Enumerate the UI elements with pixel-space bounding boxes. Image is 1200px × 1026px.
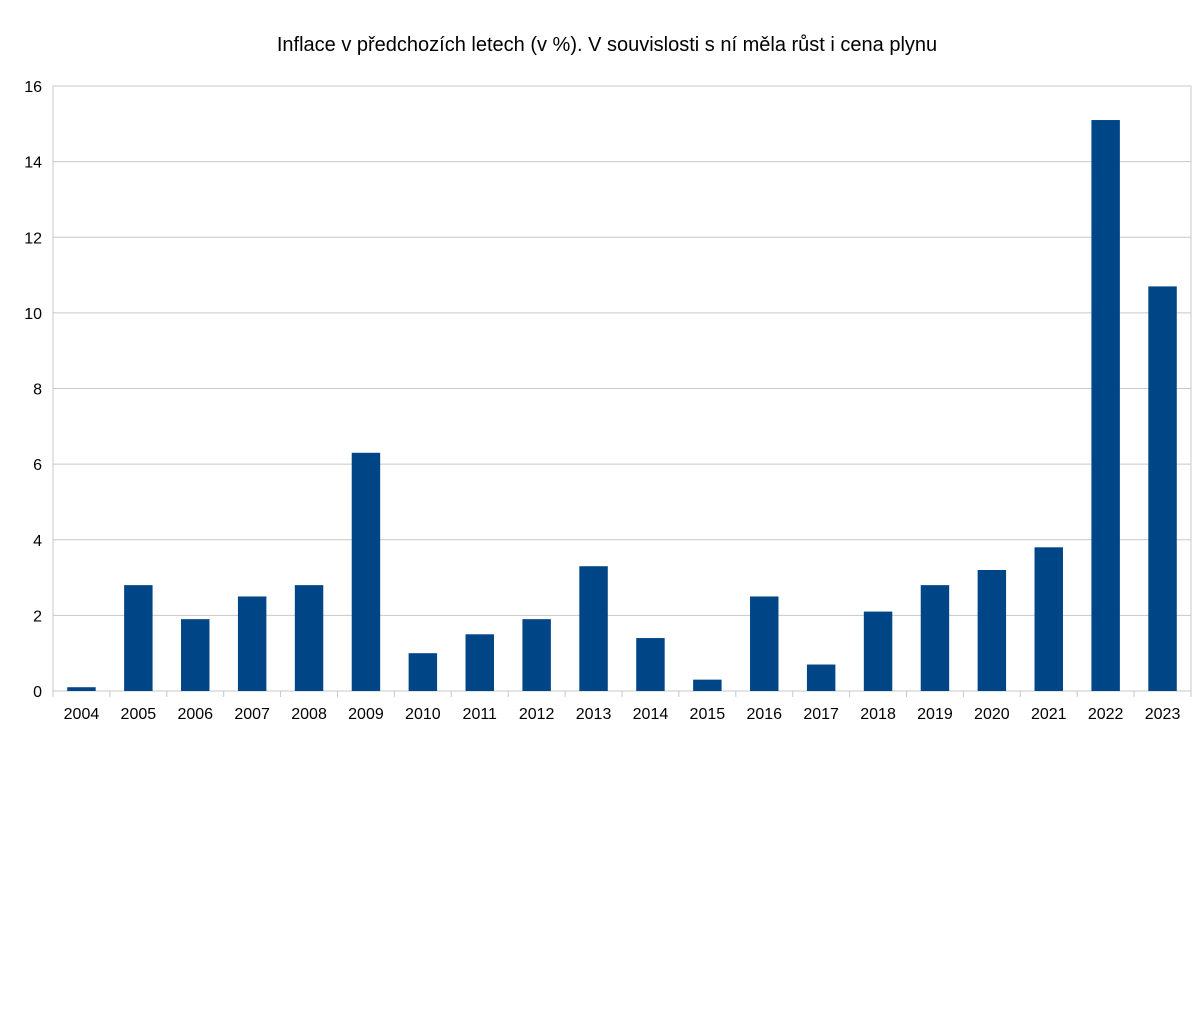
y-tick-label: 0: [33, 684, 42, 701]
bar-2023: [1148, 286, 1177, 691]
x-tick-label: 2021: [1031, 706, 1067, 723]
x-tick-label: 2014: [633, 706, 669, 723]
x-axis-ticks: 2004 2005 2006 2007 2008 2009 2010 2011 2012 2013…: [52, 691, 1192, 723]
gridlines: [53, 85, 1191, 692]
bar-2018: [863, 611, 893, 691]
y-tick-label: 2: [33, 608, 42, 625]
bar-2022: [1091, 120, 1120, 691]
bar-2009: [351, 452, 381, 691]
x-tick-label: 2016: [746, 706, 782, 723]
bar-2014: [636, 638, 665, 691]
bar-2013: [579, 566, 608, 691]
bar-2016: [750, 596, 779, 691]
y-tick-label: 8: [33, 382, 42, 399]
bar-2006: [181, 619, 210, 691]
bar-2005: [124, 585, 153, 691]
x-tick-label: 2005: [121, 706, 157, 723]
x-tick-label: 2007: [234, 706, 270, 723]
x-tick-label: 2009: [348, 706, 384, 723]
x-tick-label: 2008: [291, 706, 327, 723]
bar-2004: [67, 687, 96, 691]
x-tick-label: 2004: [64, 706, 100, 723]
x-tick-label: 2015: [690, 706, 726, 723]
bars: [67, 120, 1177, 691]
x-tick-label: 2019: [917, 706, 953, 723]
x-tick-label: 2023: [1145, 706, 1181, 723]
bar-2011: [465, 634, 494, 691]
x-tick-label: 2012: [519, 706, 555, 723]
y-tick-label: 6: [33, 457, 42, 474]
x-tick-label: 2018: [860, 706, 896, 723]
x-tick-label: 2017: [803, 706, 839, 723]
bar-2019: [920, 585, 950, 691]
bar-2008: [294, 585, 324, 691]
chart-title: Inflace v předchozích letech (v %). V so…: [277, 34, 937, 56]
y-tick-label: 14: [24, 155, 42, 172]
x-tick-label: 2011: [463, 706, 498, 723]
y-tick-label: 4: [33, 533, 42, 550]
x-tick-label: 2020: [974, 706, 1010, 723]
y-tick-label: 16: [24, 79, 42, 96]
bar-2017: [806, 664, 836, 691]
x-tick-label: 2010: [405, 706, 441, 723]
y-tick-label: 10: [24, 306, 42, 323]
bar-2007: [237, 596, 267, 691]
x-tick-label: 2006: [177, 706, 213, 723]
bar-2021: [1034, 547, 1063, 691]
bar-2010: [408, 653, 438, 691]
bar-2015: [693, 679, 722, 691]
y-axis-ticks: 0 2 4 6 8 10 12 14 16: [24, 79, 42, 701]
x-tick-label: 2022: [1088, 706, 1124, 723]
bar-2012: [522, 619, 551, 691]
y-tick-label: 12: [24, 230, 42, 247]
bar-2020: [977, 570, 1007, 691]
x-tick-label: 2013: [576, 706, 612, 723]
